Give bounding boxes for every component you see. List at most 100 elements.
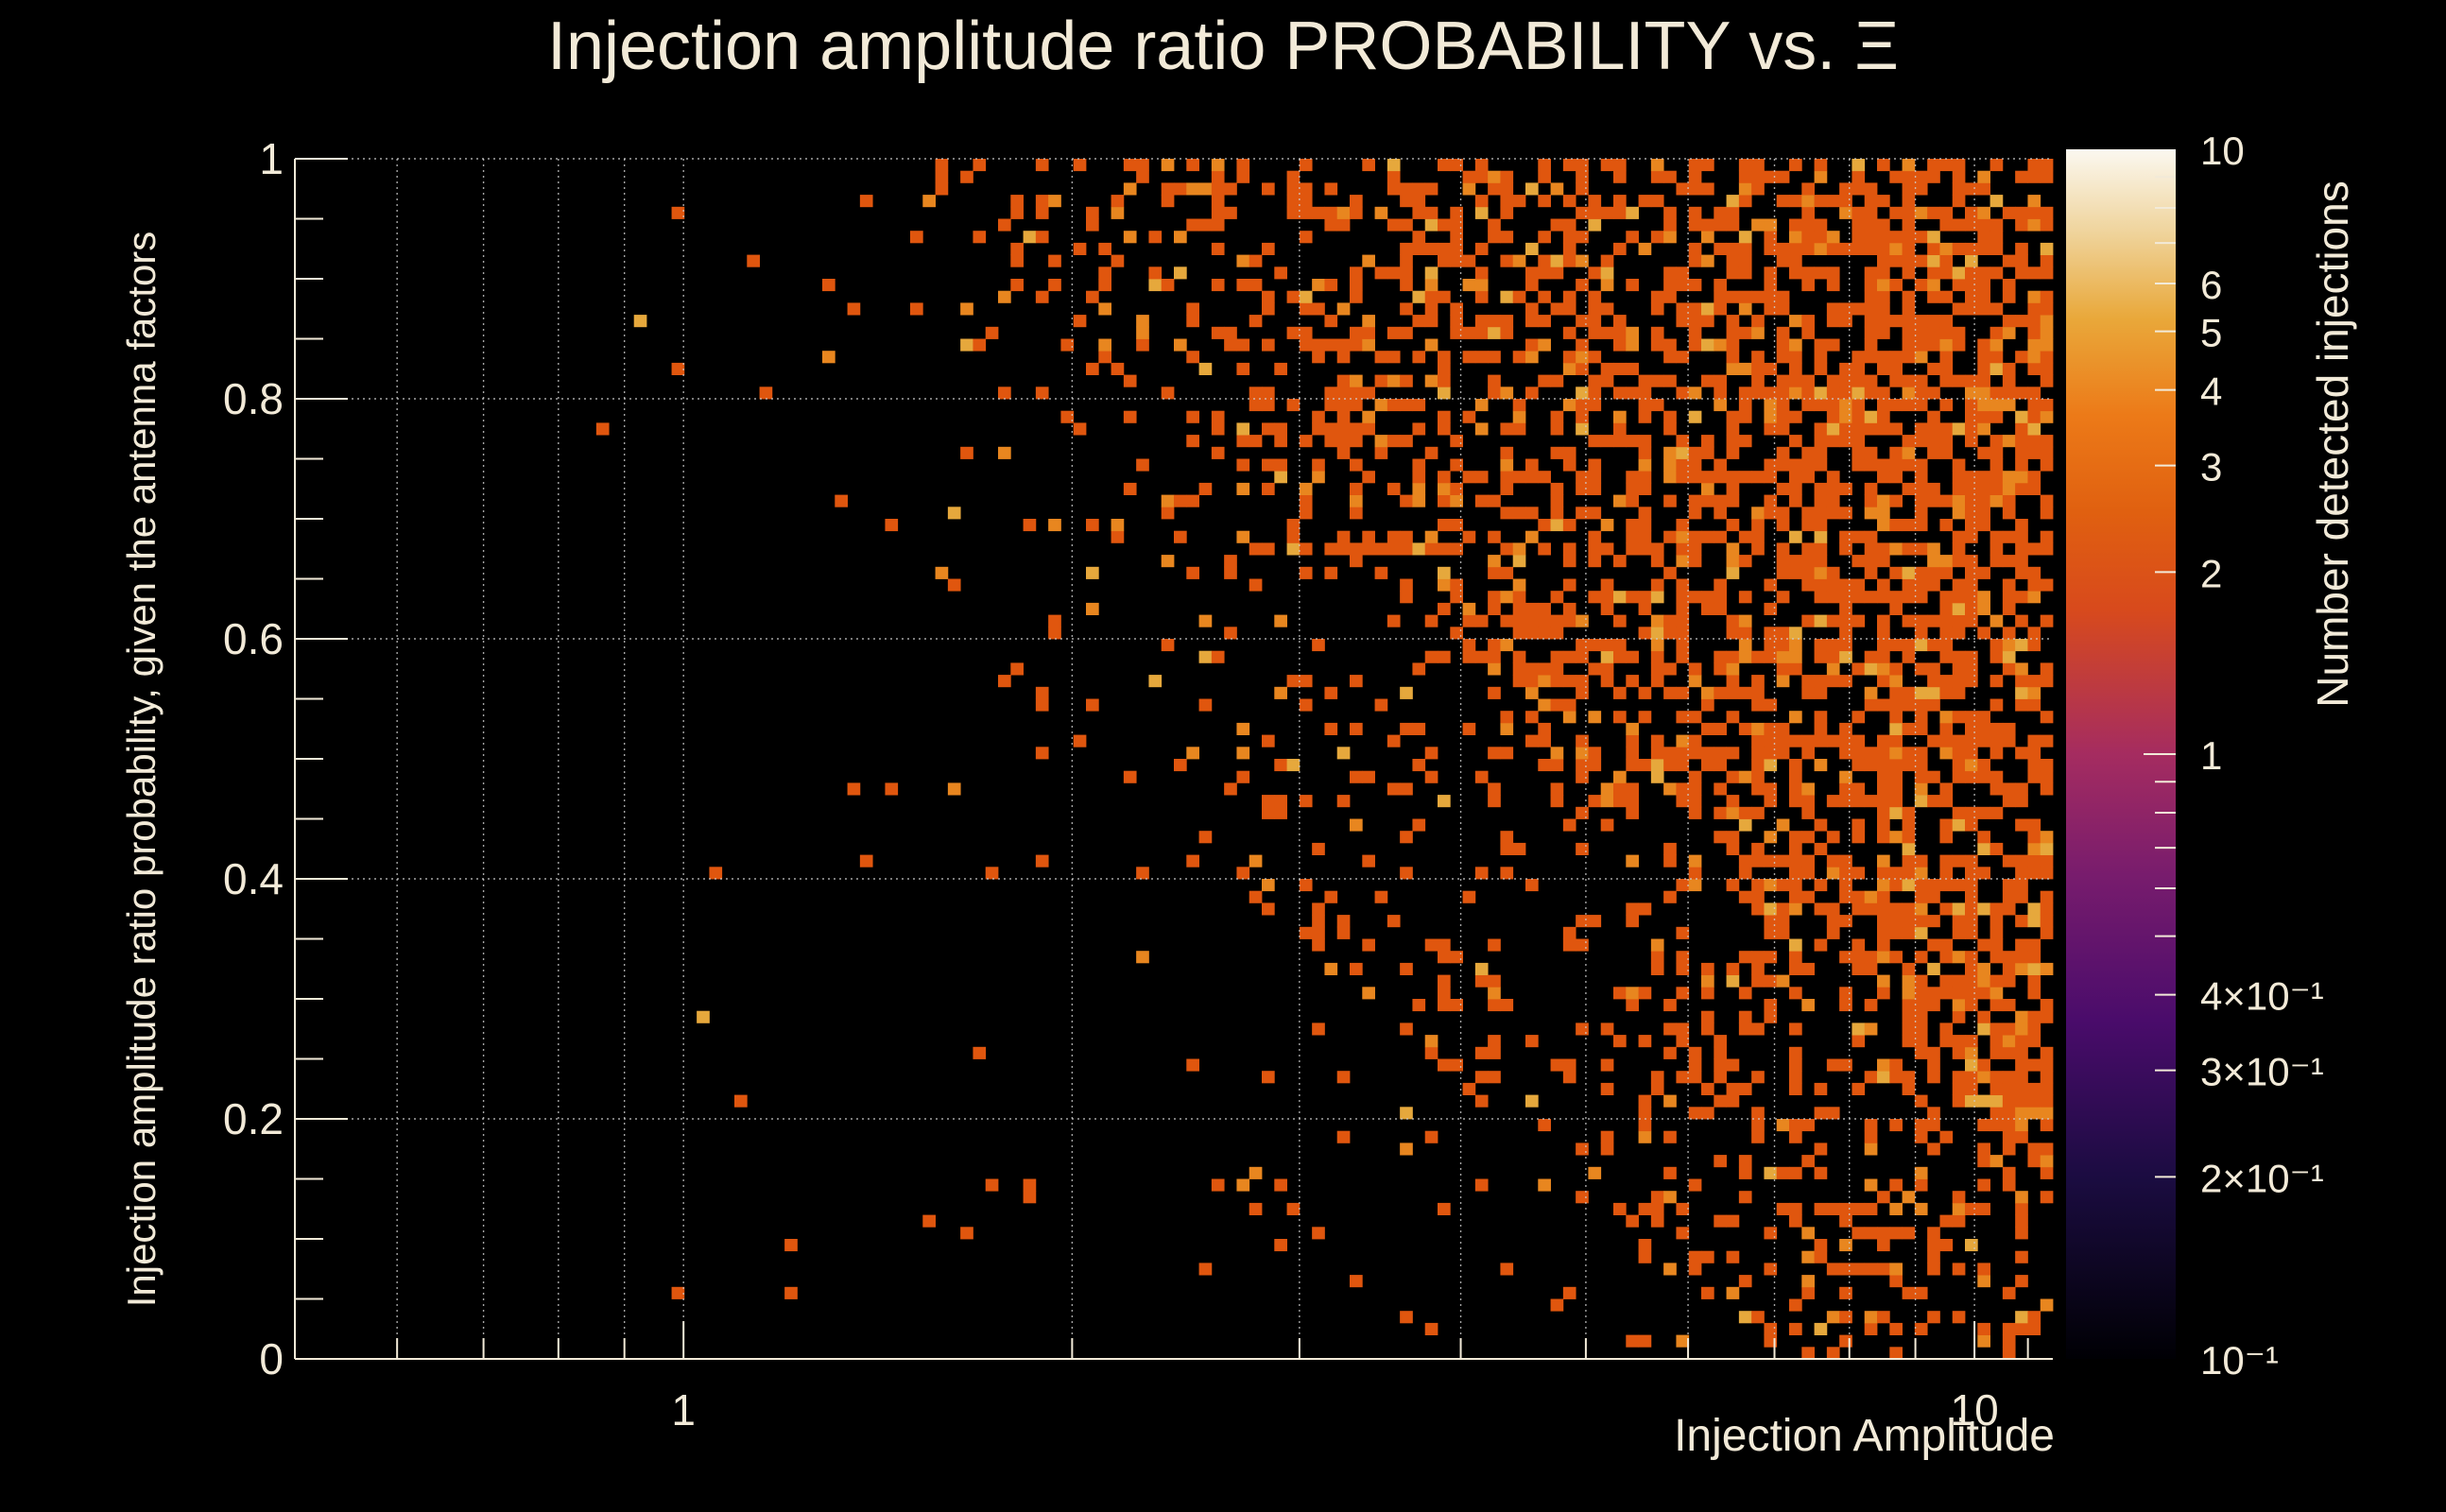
heatmap-cell <box>1525 279 1539 292</box>
heatmap-cell <box>1412 542 1426 556</box>
heatmap-cell <box>1600 578 1614 592</box>
heatmap-cell <box>1500 614 1514 627</box>
heatmap-cell <box>1889 446 1903 459</box>
heatmap-cell <box>1789 362 1802 375</box>
heatmap-cell <box>1336 387 1351 400</box>
heatmap-cell <box>2040 926 2054 939</box>
heatmap-cell <box>1977 266 1990 280</box>
heatmap-cell <box>1588 915 1602 928</box>
heatmap-cell <box>1776 974 1790 988</box>
heatmap-cell <box>1990 435 2004 448</box>
heatmap-cell <box>1826 242 1840 255</box>
heatmap-cell <box>1035 387 1049 400</box>
heatmap-cell <box>1198 482 1213 495</box>
heatmap-cell <box>1776 818 1790 832</box>
heatmap-cell <box>1776 879 1790 892</box>
heatmap-cell <box>1462 722 1476 735</box>
heatmap-cell <box>1600 362 1614 375</box>
heatmap-cell <box>1211 182 1225 196</box>
heatmap-cell <box>1902 578 1916 592</box>
heatmap-cell <box>1576 410 1589 423</box>
heatmap-cell <box>1424 446 1438 459</box>
heatmap-cell <box>671 1286 685 1299</box>
heatmap-cell <box>1864 698 1878 712</box>
heatmap-cell <box>1801 218 1815 232</box>
heatmap-cell <box>1688 734 1702 747</box>
heatmap-cell <box>1676 555 1690 568</box>
heatmap-cell <box>1726 662 1740 676</box>
heatmap-cell <box>2002 1130 2016 1143</box>
heatmap-cell <box>1990 555 2004 568</box>
heatmap-cell <box>1839 747 1852 760</box>
heatmap-cell <box>1764 879 1778 892</box>
heatmap-cell <box>1626 747 1639 760</box>
heatmap-cell <box>1764 170 1778 183</box>
heatmap-cell <box>1136 867 1149 880</box>
heatmap-cell <box>1663 627 1677 640</box>
heatmap-cell <box>1939 242 1954 255</box>
heatmap-cell <box>1952 279 1966 292</box>
heatmap-cell <box>1814 1239 1828 1252</box>
heatmap-cell <box>1801 734 1815 747</box>
heatmap-cell <box>1864 218 1878 232</box>
heatmap-cell <box>1927 938 1940 952</box>
heatmap-cell <box>2002 1035 2016 1048</box>
heatmap-cell <box>2002 254 2016 267</box>
heatmap-cell <box>1839 410 1852 423</box>
heatmap-cell <box>1161 182 1175 196</box>
heatmap-cell <box>1914 915 1928 928</box>
heatmap-cell <box>1814 338 1828 352</box>
heatmap-cell <box>1086 206 1099 219</box>
heatmap-cell <box>1274 759 1287 772</box>
heatmap-cell <box>1914 987 1928 1000</box>
heatmap-cell <box>1939 362 1954 375</box>
heatmap-cell <box>1663 1166 1677 1179</box>
heatmap-cell <box>1726 338 1740 352</box>
heatmap-cell <box>1701 1022 1714 1036</box>
heatmap-cell <box>1814 170 1828 183</box>
heatmap-cell <box>1676 591 1690 604</box>
heatmap-cell <box>1852 374 1866 387</box>
heatmap-cell <box>1776 387 1790 400</box>
heatmap-cell <box>1676 351 1690 364</box>
heatmap-cell <box>1939 782 1954 796</box>
heatmap-cell <box>1136 326 1149 339</box>
heatmap-cell <box>1600 675 1614 688</box>
heatmap-cell <box>1701 591 1714 604</box>
heatmap-cell <box>1576 770 1589 783</box>
heatmap-cell <box>1576 254 1589 267</box>
heatmap-cell <box>1424 242 1438 255</box>
heatmap-cell <box>1952 1191 1966 1204</box>
heatmap-cell <box>1751 722 1765 735</box>
heatmap-cell <box>1336 530 1351 543</box>
heatmap-cell <box>1550 519 1564 532</box>
heatmap-cell <box>1111 254 1125 267</box>
heatmap-cell <box>1801 578 1815 592</box>
heatmap-cell <box>1977 507 1990 520</box>
heatmap-cell <box>1990 734 2004 747</box>
heatmap-cell <box>1864 1143 1878 1156</box>
heatmap-cell <box>1990 938 2004 952</box>
heatmap-cell <box>1701 530 1714 543</box>
heatmap-cell <box>1776 915 1790 928</box>
heatmap-cell <box>1726 627 1740 640</box>
heatmap-cell <box>1826 662 1840 676</box>
heatmap-cell <box>2015 1322 2028 1335</box>
heatmap-cell <box>1312 206 1325 219</box>
heatmap-cell <box>1663 351 1677 364</box>
heatmap-cell <box>1977 902 1990 916</box>
heatmap-cell <box>1852 218 1866 232</box>
heatmap-cell <box>1450 999 1463 1012</box>
heatmap-cell <box>2027 831 2041 844</box>
heatmap-cell <box>1789 1130 1802 1143</box>
heatmap-cell <box>1902 351 1916 364</box>
heatmap-cell <box>1650 591 1664 604</box>
heatmap-cell <box>935 159 949 172</box>
heatmap-cell <box>1789 1119 1802 1132</box>
heatmap-cell <box>1086 519 1099 532</box>
heatmap-cell <box>1814 614 1828 627</box>
heatmap-cell <box>1965 614 1978 627</box>
heatmap-cell <box>859 854 873 868</box>
heatmap-cell <box>1676 387 1690 400</box>
heatmap-cell <box>1826 231 1840 244</box>
